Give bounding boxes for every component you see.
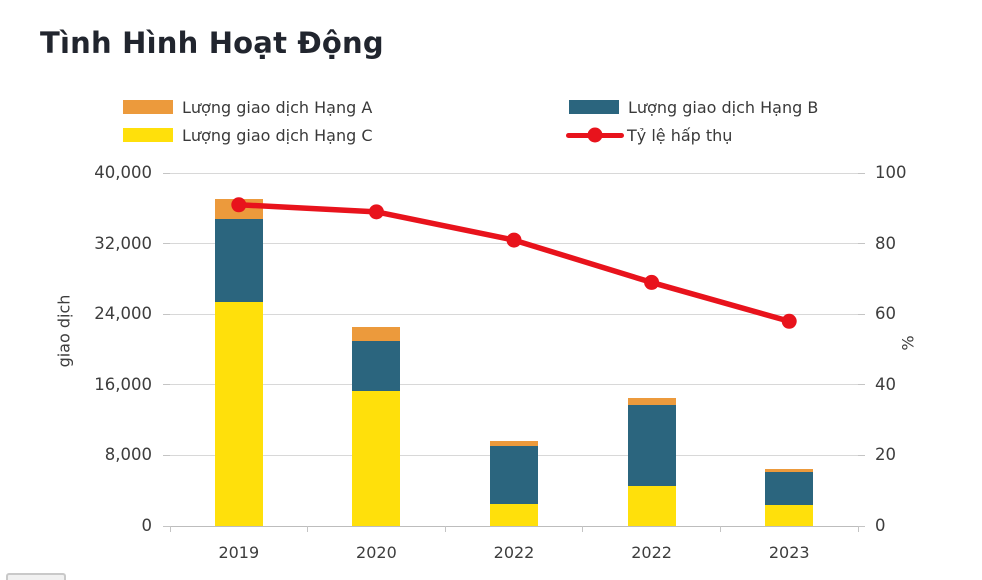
absorption-rate-point-2023[interactable] — [781, 313, 797, 329]
x-axis-category-label: 2022 — [493, 543, 535, 562]
partial-element-bottom-left — [6, 573, 66, 580]
legend-label-hang-b: Lượng giao dịch Hạng B — [628, 97, 819, 117]
legend-item-ty-le-hap-thu[interactable]: Tỷ lệ hấp thụ — [566, 125, 733, 145]
x-axis-tick — [857, 526, 859, 532]
x-axis-tick — [169, 526, 171, 532]
legend-item-hang-b[interactable]: Lượng giao dịch Hạng B — [569, 97, 819, 117]
left-axis-tick — [163, 243, 170, 245]
left-axis-tick-label: 40,000 — [94, 163, 152, 182]
bar-segment-2023-hang-b[interactable] — [765, 471, 814, 506]
bar-segment-2020-hang-c[interactable] — [352, 390, 401, 526]
left-axis-tick — [163, 313, 170, 315]
legend-line-marker-icon — [566, 127, 624, 143]
bar-segment-2022-hang-b[interactable] — [627, 404, 676, 486]
x-axis-category-label: 2023 — [768, 543, 810, 562]
left-axis-tick — [163, 384, 170, 386]
x-axis-category-label: 2020 — [356, 543, 397, 562]
right-axis-tick — [858, 172, 865, 174]
x-axis-category-label: 2022 — [631, 543, 672, 562]
bar-segment-2019-hang-b[interactable] — [214, 218, 263, 302]
left-axis-tick — [163, 454, 170, 456]
bar-segment-2022-hang-c[interactable] — [627, 485, 676, 526]
left-axis-tick-label: 32,000 — [94, 233, 152, 253]
bar-segment-2022-hang-a[interactable] — [627, 398, 676, 405]
right-axis-tick — [858, 313, 865, 315]
bar-segment-2020-hang-b[interactable] — [352, 340, 401, 391]
absorption-rate-path — [236, 202, 792, 325]
left-axis-tick — [163, 172, 170, 174]
absorption-rate-line — [231, 197, 797, 329]
legend-item-hang-c[interactable]: Lượng giao dịch Hạng C — [123, 125, 373, 145]
right-axis-tick-label: 0 — [875, 516, 886, 535]
legend-label-hang-c: Lượng giao dịch Hạng C — [182, 125, 373, 145]
bar-segment-2020-hang-a[interactable] — [352, 327, 401, 341]
right-axis-tick — [858, 384, 865, 386]
x-axis-tick — [582, 526, 584, 532]
absorption-rate-point-2019[interactable] — [231, 197, 247, 213]
bar-segment-2022-hang-a[interactable] — [490, 441, 538, 447]
left-axis-tick — [163, 525, 170, 527]
absorption-rate-point-2022[interactable] — [506, 232, 522, 248]
left-axis-tick-label: 24,000 — [94, 304, 152, 324]
right-axis-tick-label: 20 — [875, 445, 896, 465]
right-axis-tick-label: 60 — [875, 304, 896, 324]
right-axis-tick — [858, 243, 865, 245]
bar-segment-2022-hang-c[interactable] — [490, 504, 538, 526]
absorption-rate-point-2022[interactable] — [644, 274, 660, 290]
x-axis-tick — [719, 526, 721, 532]
legend-line-dot-icon — [587, 127, 603, 143]
right-axis-tick — [858, 525, 865, 527]
right-axis-tick — [858, 454, 865, 456]
bar-segment-2022-hang-b[interactable] — [490, 446, 538, 505]
legend-swatch-hang-a — [123, 100, 173, 114]
legend-label-hang-a: Lượng giao dịch Hạng A — [182, 97, 373, 117]
left-axis-tick-label: 16,000 — [94, 374, 152, 394]
bar-segment-2023-hang-a[interactable] — [765, 469, 814, 472]
bar-segment-2023-hang-c[interactable] — [765, 505, 814, 526]
x-axis-line — [170, 525, 858, 527]
legend-swatch-hang-b — [569, 100, 619, 114]
left-axis-tick-label: 0 — [141, 516, 153, 535]
left-axis-tick-label: 8,000 — [104, 445, 152, 465]
absorption-rate-point-2020[interactable] — [368, 204, 384, 220]
bar-segment-2019-hang-c[interactable] — [214, 301, 263, 526]
right-axis-tick-label: 80 — [875, 233, 896, 253]
gridline — [170, 172, 858, 174]
legend-swatch-hang-c — [123, 128, 173, 142]
x-axis-tick — [444, 526, 446, 532]
legend-label-ty-le-hap-thu: Tỷ lệ hấp thụ — [627, 125, 733, 145]
page-title: Tình Hình Hoạt Động — [40, 26, 384, 60]
x-axis-tick — [307, 526, 309, 532]
right-axis-tick-label: 40 — [875, 374, 896, 394]
x-axis-category-label: 2019 — [218, 543, 260, 562]
gridline — [170, 384, 858, 386]
gridline — [170, 313, 858, 315]
right-axis-tick-label: 100 — [875, 163, 907, 182]
legend-item-hang-a[interactable]: Lượng giao dịch Hạng A — [123, 97, 373, 117]
right-axis-title: % — [898, 335, 918, 351]
